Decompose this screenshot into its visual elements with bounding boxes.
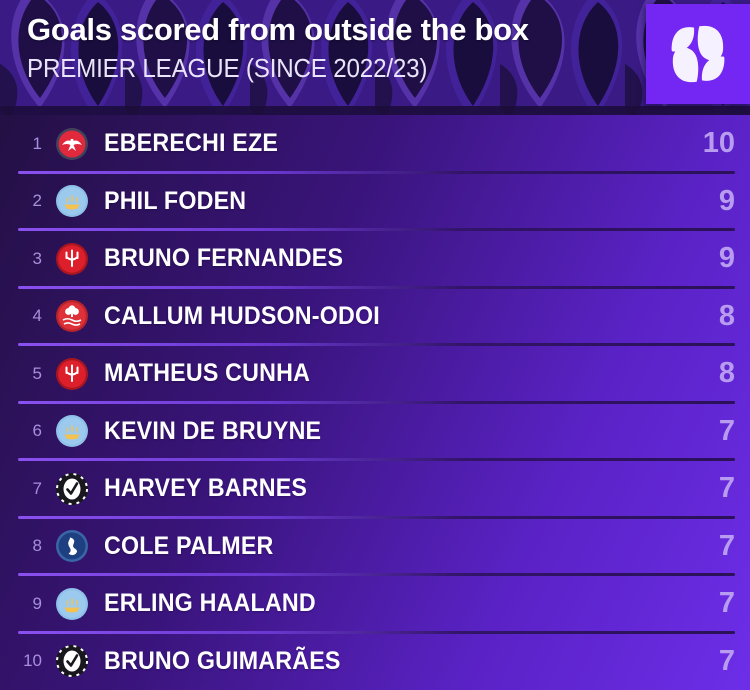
flame-pattern-background [0,0,750,115]
goals-value: 7 [718,529,735,562]
player-row-5: 5 MATHEUS CUNHA 8 [0,345,750,403]
newcastle-badge-icon [55,472,89,506]
player-name: BRUNO FERNANDES [104,244,344,273]
player-name: BRUNO GUIMARÃES [104,646,341,675]
goals-value: 7 [718,644,735,677]
rank-label: 9 [32,593,42,613]
man-united-badge-icon [55,242,89,276]
goals-value: 10 [702,127,735,160]
ranking-list: 1 EBERECHI EZE 10 2 PHIL FODEN 9 3 [0,115,750,690]
rank-label: 10 [23,651,42,671]
page-subtitle: PREMIER LEAGUE (SINCE 2022/23) [27,52,428,83]
rank-label: 8 [32,536,42,556]
crystal-palace-badge-icon [55,127,89,161]
player-row-9: 9 ERLING HAALAND 7 [0,575,750,633]
man-united-badge-icon [55,357,89,391]
rank-label: 2 [32,191,42,211]
player-name: MATHEUS CUNHA [104,359,311,388]
man-city-badge-icon [55,414,89,448]
header: Goals scored from outside the box PREMIE… [0,0,750,115]
player-name: ERLING HAALAND [104,589,316,618]
man-city-badge-icon [55,184,89,218]
man-city-badge-icon [55,587,89,621]
player-row-7: 7 HARVEY BARNES 7 [0,460,750,518]
goals-value: 7 [718,472,735,505]
squawka-s-logo-icon [671,25,725,83]
goals-value: 7 [718,587,735,620]
goals-value: 8 [718,299,735,332]
rank-label: 7 [32,478,42,498]
player-name: HARVEY BARNES [104,474,308,503]
player-row-1: 1 EBERECHI EZE 10 [0,115,750,173]
goals-value: 8 [718,357,735,390]
goals-value: 9 [718,184,735,217]
chelsea-badge-icon [55,529,89,563]
rank-label: 5 [32,363,42,383]
player-row-3: 3 BRUNO FERNANDES 9 [0,230,750,288]
player-name: COLE PALMER [104,531,274,560]
player-name: EBERECHI EZE [104,129,279,158]
squawka-logo-box [646,4,750,104]
page-title: Goals scored from outside the box [27,12,529,47]
player-name: CALLUM HUDSON-ODOI [104,301,380,330]
player-row-4: 4 CALLUM HUDSON-ODOI 8 [0,288,750,346]
rank-label: 1 [32,133,42,153]
player-name: PHIL FODEN [104,186,247,215]
player-row-8: 8 COLE PALMER 7 [0,518,750,576]
rank-label: 3 [32,248,42,268]
nottingham-forest-badge-icon [55,299,89,333]
player-row-10: 10 BRUNO GUIMARÃES 7 [0,633,750,690]
rank-label: 6 [32,421,42,441]
goals-value: 7 [718,414,735,447]
player-row-6: 6 KEVIN DE BRUYNE 7 [0,403,750,461]
newcastle-badge-icon [55,644,89,678]
player-name: KEVIN DE BRUYNE [104,416,322,445]
rank-label: 4 [32,306,42,326]
goals-value: 9 [718,242,735,275]
player-row-2: 2 PHIL FODEN 9 [0,173,750,231]
